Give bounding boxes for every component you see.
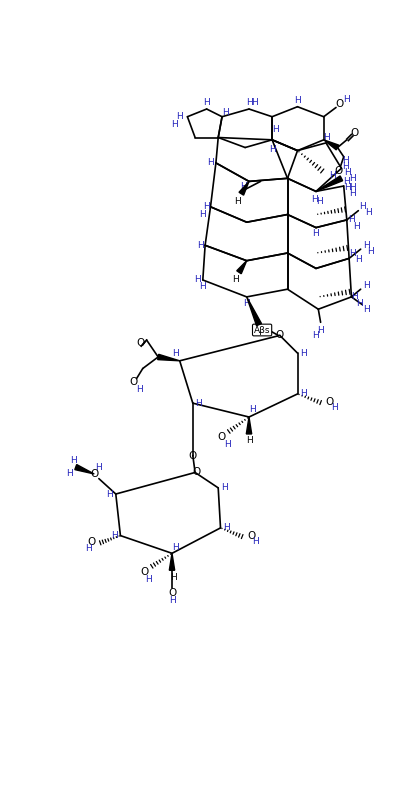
Text: H: H [85, 544, 91, 554]
Text: H: H [300, 349, 307, 358]
Polygon shape [316, 176, 343, 191]
Text: H: H [196, 399, 202, 408]
Text: H: H [223, 108, 229, 117]
Text: H: H [349, 183, 356, 192]
Text: H: H [203, 98, 210, 107]
Text: O: O [136, 338, 145, 348]
Text: H: H [348, 216, 355, 224]
Text: O: O [168, 588, 176, 599]
Text: H: H [269, 144, 275, 154]
Text: H: H [106, 489, 113, 499]
Polygon shape [169, 554, 175, 570]
Text: H: H [173, 349, 179, 358]
Text: H: H [316, 197, 323, 206]
Polygon shape [324, 140, 339, 150]
Polygon shape [75, 465, 94, 474]
Text: H: H [331, 404, 338, 412]
Text: O: O [189, 450, 197, 461]
Text: H: H [224, 440, 231, 450]
Text: H: H [363, 305, 370, 314]
Text: H: H [203, 202, 210, 211]
Polygon shape [158, 354, 180, 361]
Text: H: H [344, 183, 351, 192]
Text: H: H [199, 210, 206, 219]
Text: H: H [323, 133, 330, 142]
Text: H: H [349, 174, 356, 183]
Text: H: H [233, 275, 239, 285]
Text: H: H [194, 275, 201, 285]
Text: O: O [247, 531, 256, 541]
Text: O: O [350, 128, 358, 138]
Text: H: H [136, 385, 143, 394]
Text: O: O [192, 467, 201, 477]
Text: H: H [349, 190, 356, 198]
Text: H: H [243, 298, 250, 308]
Text: O: O [88, 537, 96, 546]
Text: H: H [170, 573, 177, 582]
Text: O: O [217, 432, 225, 442]
Text: O: O [129, 377, 138, 387]
Text: H: H [342, 156, 349, 165]
Text: Aβs: Aβs [254, 325, 271, 335]
Text: H: H [329, 170, 335, 180]
Text: H: H [221, 484, 228, 492]
Text: H: H [349, 248, 356, 258]
Polygon shape [246, 417, 252, 434]
Text: H: H [176, 113, 183, 121]
Text: H: H [365, 209, 372, 217]
Text: H: H [111, 531, 118, 540]
Text: H: H [145, 575, 152, 584]
Text: H: H [317, 325, 324, 335]
Text: H: H [234, 197, 241, 206]
Text: H: H [223, 523, 230, 532]
Text: H: H [173, 542, 179, 552]
Text: O: O [334, 166, 342, 175]
Text: H: H [344, 167, 351, 177]
Text: H: H [351, 293, 358, 301]
Text: H: H [294, 96, 301, 105]
Text: H: H [273, 125, 279, 134]
Text: H: H [240, 182, 247, 190]
Text: H: H [356, 298, 363, 308]
Text: H: H [246, 435, 252, 445]
Text: H: H [342, 163, 349, 171]
Text: O: O [336, 98, 344, 109]
Text: H: H [344, 177, 350, 186]
Text: H: H [363, 241, 369, 250]
Polygon shape [237, 261, 247, 274]
Text: O: O [276, 331, 284, 340]
Text: H: H [300, 389, 307, 398]
Text: H: H [207, 159, 214, 167]
Text: O: O [140, 567, 148, 577]
Text: H: H [249, 404, 256, 414]
Text: H: H [363, 281, 369, 290]
Text: H: H [95, 462, 102, 472]
Text: H: H [246, 98, 252, 107]
Text: H: H [367, 247, 374, 256]
Polygon shape [247, 297, 261, 326]
Text: H: H [313, 331, 319, 340]
Text: H: H [360, 202, 366, 211]
Text: H: H [169, 596, 176, 605]
Text: H: H [253, 538, 259, 546]
Polygon shape [239, 182, 249, 195]
Text: H: H [197, 241, 204, 250]
Text: H: H [313, 229, 319, 238]
Text: H: H [171, 120, 178, 129]
Text: O: O [326, 396, 334, 407]
Text: O: O [90, 469, 98, 479]
Text: H: H [354, 221, 360, 231]
Text: H: H [66, 469, 73, 477]
Text: H: H [343, 94, 349, 104]
Text: H: H [199, 282, 206, 290]
Text: H: H [251, 98, 258, 107]
Text: H: H [70, 457, 77, 465]
Text: H: H [311, 194, 318, 204]
Text: H: H [355, 255, 362, 263]
